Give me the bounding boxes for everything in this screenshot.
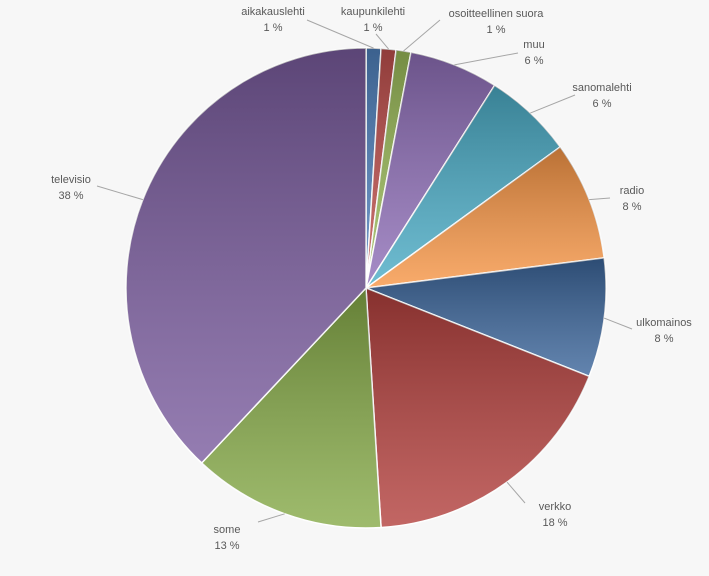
value-label: 1 % <box>364 22 383 34</box>
leader-line <box>506 481 526 504</box>
value-label: 18 % <box>542 517 567 529</box>
leader-line <box>530 94 576 114</box>
leader-line <box>403 19 441 52</box>
value-label: 38 % <box>58 190 83 202</box>
value-label: 13 % <box>214 540 239 552</box>
category-label: some <box>214 524 241 536</box>
category-label: osoitteellinen suora <box>449 8 545 20</box>
leader-line <box>375 33 389 50</box>
category-label: sanomalehti <box>572 82 631 94</box>
category-label: aikakauslehti <box>241 6 305 18</box>
leader-line <box>589 197 611 201</box>
leader-line <box>603 317 633 330</box>
value-label: 8 % <box>655 333 674 345</box>
leader-line <box>257 513 285 523</box>
value-label: 1 % <box>487 24 506 36</box>
value-label: 8 % <box>623 201 642 213</box>
category-label: ulkomainos <box>636 317 692 329</box>
value-label: 1 % <box>264 22 283 34</box>
value-label: 6 % <box>593 98 612 110</box>
category-label: muu <box>523 39 544 51</box>
category-label: televisio <box>51 174 91 186</box>
value-label: 6 % <box>525 55 544 67</box>
leader-line <box>454 52 519 66</box>
labels: aikakauslehti 1 % kaupunkilehti 1 % osoittee… <box>51 6 692 552</box>
category-label: verkko <box>539 501 571 513</box>
pie <box>125 47 607 529</box>
leader-line <box>306 19 374 49</box>
leader-line <box>96 185 143 201</box>
category-label: radio <box>620 185 644 197</box>
category-label: kaupunkilehti <box>341 6 405 18</box>
